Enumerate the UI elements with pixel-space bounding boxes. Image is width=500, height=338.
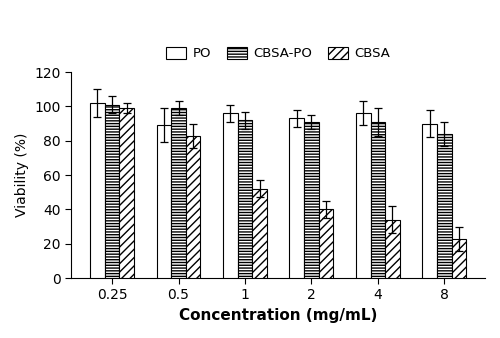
Bar [105, 105, 120, 278]
Bar [437, 134, 452, 278]
X-axis label: Concentration (mg/mL): Concentration (mg/mL) [179, 308, 378, 323]
Bar [171, 108, 186, 278]
Bar [156, 125, 171, 278]
Bar [318, 210, 334, 278]
Bar [452, 239, 466, 278]
Bar [385, 220, 400, 278]
Bar [120, 108, 134, 278]
Bar [356, 113, 370, 278]
Bar [186, 136, 200, 278]
Bar [422, 124, 437, 278]
Bar [90, 103, 105, 278]
Bar [290, 119, 304, 278]
Bar [252, 189, 267, 278]
Bar [238, 120, 252, 278]
Bar [304, 122, 318, 278]
Legend: PO, CBSA-PO, CBSA: PO, CBSA-PO, CBSA [161, 42, 396, 66]
Y-axis label: Viability (%): Viability (%) [15, 133, 29, 217]
Bar [370, 122, 385, 278]
Bar [223, 113, 238, 278]
